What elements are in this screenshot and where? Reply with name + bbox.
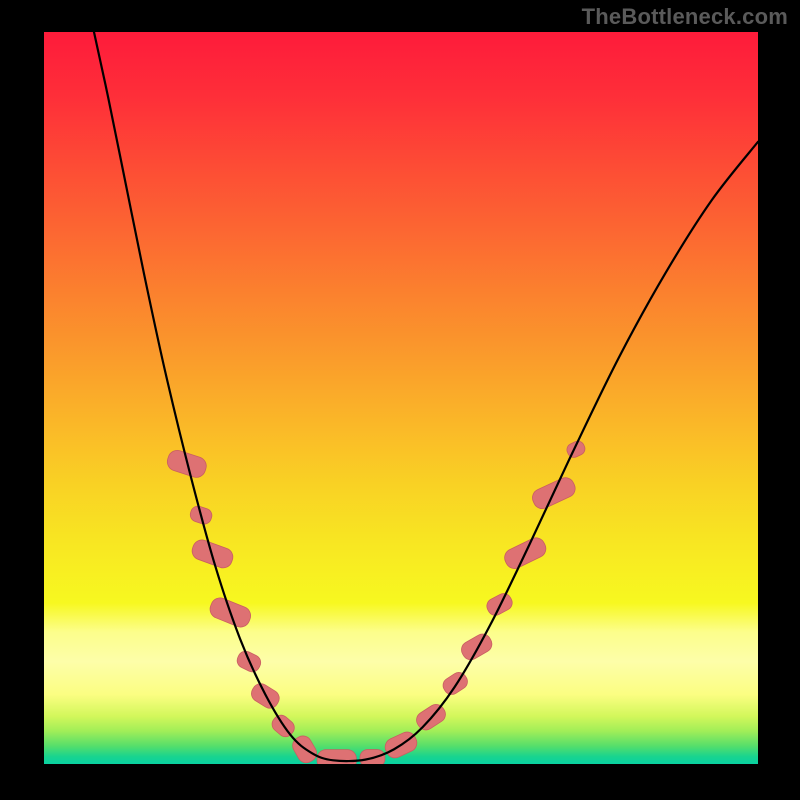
chart-container: { "watermark": { "text": "TheBottleneck.…: [0, 0, 800, 800]
bottleneck-chart: [0, 0, 800, 800]
watermark-text: TheBottleneck.com: [582, 4, 788, 30]
gradient-background: [44, 32, 758, 764]
highlight-dash: [317, 750, 356, 770]
